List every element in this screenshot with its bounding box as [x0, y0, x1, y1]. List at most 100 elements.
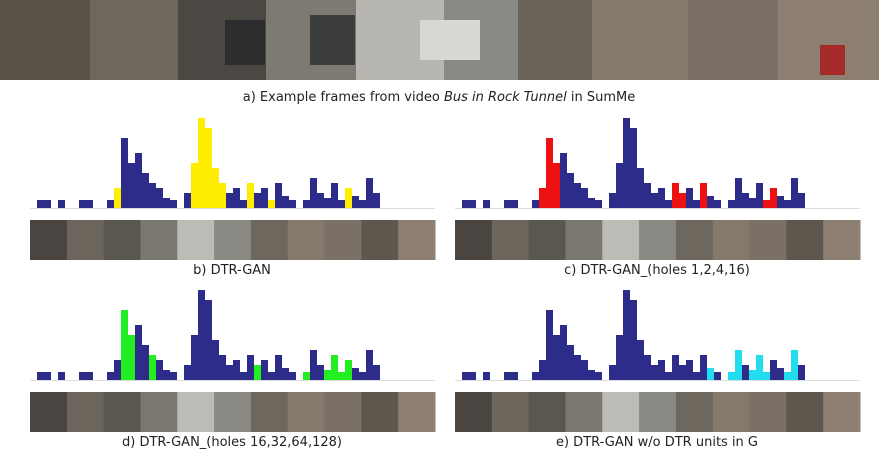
frame-thumbnail [750, 220, 787, 260]
bar [212, 340, 219, 380]
bar [58, 372, 65, 380]
bar [303, 200, 310, 208]
bar [268, 372, 275, 380]
frame-thumbnail [251, 392, 288, 432]
frame-thumbnail [177, 392, 214, 432]
bar [651, 365, 658, 380]
frame-thumbnail [30, 392, 67, 432]
bar [791, 178, 798, 208]
bar [672, 355, 679, 380]
bar [128, 163, 135, 208]
frame-thumbnail [455, 392, 492, 432]
bar [679, 193, 686, 208]
bar [539, 360, 546, 380]
bar [373, 365, 380, 380]
bar [763, 372, 770, 380]
frame-thumbnail [602, 392, 639, 432]
frame-thumbnail [251, 220, 288, 260]
bar [184, 193, 191, 208]
bar [462, 372, 469, 380]
panel-caption: b) DTR-GAN [193, 263, 271, 278]
frame-thumbnail [140, 392, 177, 432]
bar [268, 200, 275, 208]
frame-thumbnail [455, 220, 492, 260]
panel-caption: e) DTR-GAN w/o DTR units in G [556, 435, 758, 450]
frame-thumbnail [786, 220, 823, 260]
figure: a) Example frames from video Bus in Rock… [0, 0, 879, 455]
bar [483, 372, 490, 380]
bar [560, 325, 567, 380]
bar [149, 183, 156, 208]
bar [581, 360, 588, 380]
bar [289, 200, 296, 208]
bar [198, 290, 205, 380]
frame-thumbnail [140, 220, 177, 260]
bar [665, 200, 672, 208]
bar [86, 200, 93, 208]
bar [156, 360, 163, 380]
bar [658, 360, 665, 380]
bar [469, 372, 476, 380]
frame-thumbnail [786, 392, 823, 432]
caption-text: in SumMe [567, 90, 636, 105]
caption-italic: Bus in Rock Tunnel [444, 90, 567, 105]
bar [539, 188, 546, 208]
bar [254, 365, 261, 380]
frame-thumbnail [823, 220, 860, 260]
bar [469, 200, 476, 208]
bar [686, 360, 693, 380]
bar [359, 200, 366, 208]
bar [693, 200, 700, 208]
bar [324, 370, 331, 380]
bar [574, 183, 581, 208]
frame-thumbnail [398, 392, 435, 432]
bar [693, 372, 700, 380]
bar [588, 370, 595, 380]
bar [247, 183, 254, 208]
bar [275, 183, 282, 208]
bar [504, 200, 511, 208]
frame-thumbnail [288, 220, 325, 260]
bar [672, 183, 679, 208]
bar [511, 372, 518, 380]
frame-thumbnail [639, 220, 676, 260]
bar [37, 372, 44, 380]
bar [770, 188, 777, 208]
bar [128, 335, 135, 380]
bar [553, 335, 560, 380]
bar [345, 360, 352, 380]
bar [37, 200, 44, 208]
bar [623, 118, 630, 208]
bar [317, 193, 324, 208]
panel: b) DTR-GAN [30, 118, 436, 278]
frame-thumbnail [398, 220, 435, 260]
panel-caption: d) DTR-GAN_(holes 16,32,64,128) [122, 435, 342, 450]
frame-thumbnail [30, 220, 67, 260]
bar [359, 372, 366, 380]
panel: c) DTR-GAN_(holes 1,2,4,16) [455, 118, 861, 278]
frame-thumbnail [325, 220, 362, 260]
bar [317, 365, 324, 380]
bar [609, 193, 616, 208]
bar [644, 355, 651, 380]
bar [728, 372, 735, 380]
bar [205, 128, 212, 208]
bar [261, 188, 268, 208]
bar [79, 372, 86, 380]
bar [366, 178, 373, 208]
bar [275, 355, 282, 380]
bar [637, 340, 644, 380]
bar [142, 345, 149, 380]
bar [707, 368, 714, 380]
frame-thumbnail [823, 392, 860, 432]
bar [163, 370, 170, 380]
bar [609, 365, 616, 380]
bar [742, 193, 749, 208]
bar [686, 188, 693, 208]
panel: d) DTR-GAN_(holes 16,32,64,128) [30, 290, 436, 450]
bar [44, 372, 51, 380]
bar [226, 193, 233, 208]
caption-text: a) Example frames from video [243, 90, 444, 105]
bar [763, 200, 770, 208]
bar [581, 188, 588, 208]
